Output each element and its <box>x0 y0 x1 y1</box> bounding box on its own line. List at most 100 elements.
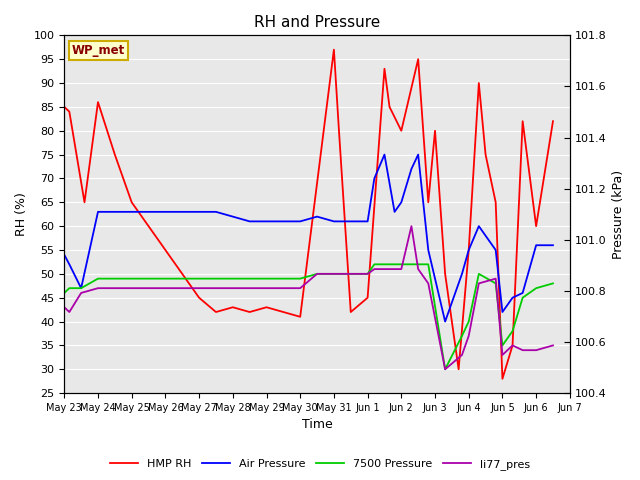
Air Pressure <box>212 209 220 215</box>
7500 Pressure <box>212 276 220 281</box>
li77_pres <box>381 266 388 272</box>
Air Pressure <box>465 247 472 253</box>
Line: 7500 Pressure: 7500 Pressure <box>64 264 553 369</box>
7500 Pressure <box>442 366 449 372</box>
Y-axis label: RH (%): RH (%) <box>15 192 28 236</box>
Air Pressure <box>381 152 388 157</box>
Air Pressure <box>229 214 237 219</box>
li77_pres <box>465 333 472 339</box>
Air Pressure <box>94 209 102 215</box>
HMP RH <box>519 119 527 124</box>
li77_pres <box>499 352 506 358</box>
Air Pressure <box>408 166 415 172</box>
li77_pres <box>60 304 68 310</box>
Air Pressure <box>246 218 253 224</box>
HMP RH <box>455 366 463 372</box>
Title: RH and Pressure: RH and Pressure <box>254 15 380 30</box>
Air Pressure <box>499 309 506 315</box>
7500 Pressure <box>499 343 506 348</box>
7500 Pressure <box>229 276 237 281</box>
Legend: HMP RH, Air Pressure, 7500 Pressure, li77_pres: HMP RH, Air Pressure, 7500 Pressure, li7… <box>106 455 534 474</box>
HMP RH <box>424 199 432 205</box>
HMP RH <box>532 223 540 229</box>
HMP RH <box>145 223 152 229</box>
Air Pressure <box>549 242 557 248</box>
HMP RH <box>262 304 270 310</box>
Air Pressure <box>442 319 449 324</box>
7500 Pressure <box>364 271 371 277</box>
Air Pressure <box>364 218 371 224</box>
7500 Pressure <box>313 271 321 277</box>
li77_pres <box>549 343 557 348</box>
li77_pres <box>65 309 73 315</box>
HMP RH <box>482 152 490 157</box>
HMP RH <box>212 309 220 315</box>
li77_pres <box>145 285 152 291</box>
7500 Pressure <box>128 276 136 281</box>
HMP RH <box>364 295 371 300</box>
li77_pres <box>77 290 85 296</box>
li77_pres <box>212 285 220 291</box>
li77_pres <box>347 271 355 277</box>
HMP RH <box>509 343 516 348</box>
7500 Pressure <box>519 295 527 300</box>
7500 Pressure <box>60 290 68 296</box>
Line: Air Pressure: Air Pressure <box>64 155 553 322</box>
Y-axis label: Pressure (kPa): Pressure (kPa) <box>612 169 625 259</box>
Air Pressure <box>330 218 338 224</box>
HMP RH <box>492 199 500 205</box>
li77_pres <box>391 266 399 272</box>
Air Pressure <box>414 152 422 157</box>
7500 Pressure <box>77 285 85 291</box>
HMP RH <box>60 104 68 110</box>
li77_pres <box>458 352 466 358</box>
Air Pressure <box>195 209 203 215</box>
Air Pressure <box>179 209 186 215</box>
li77_pres <box>179 285 186 291</box>
Line: HMP RH: HMP RH <box>64 49 553 379</box>
Air Pressure <box>65 262 73 267</box>
HMP RH <box>246 309 253 315</box>
7500 Pressure <box>391 262 399 267</box>
7500 Pressure <box>371 262 378 267</box>
Air Pressure <box>458 271 466 277</box>
HMP RH <box>128 199 136 205</box>
7500 Pressure <box>195 276 203 281</box>
li77_pres <box>414 266 422 272</box>
7500 Pressure <box>397 262 405 267</box>
HMP RH <box>94 99 102 105</box>
HMP RH <box>195 295 203 300</box>
HMP RH <box>386 104 394 110</box>
HMP RH <box>229 304 237 310</box>
7500 Pressure <box>509 328 516 334</box>
li77_pres <box>262 285 270 291</box>
7500 Pressure <box>408 262 415 267</box>
Air Pressure <box>145 209 152 215</box>
7500 Pressure <box>145 276 152 281</box>
7500 Pressure <box>465 319 472 324</box>
7500 Pressure <box>475 271 483 277</box>
HMP RH <box>161 247 169 253</box>
7500 Pressure <box>549 280 557 286</box>
Air Pressure <box>371 176 378 181</box>
li77_pres <box>195 285 203 291</box>
li77_pres <box>442 366 449 372</box>
Air Pressure <box>60 252 68 258</box>
Air Pressure <box>161 209 169 215</box>
7500 Pressure <box>347 271 355 277</box>
li77_pres <box>371 266 378 272</box>
7500 Pressure <box>532 285 540 291</box>
li77_pres <box>424 280 432 286</box>
Air Pressure <box>128 209 136 215</box>
Air Pressure <box>424 247 432 253</box>
Air Pressure <box>111 209 118 215</box>
li77_pres <box>492 276 500 281</box>
Air Pressure <box>519 290 527 296</box>
HMP RH <box>475 80 483 86</box>
7500 Pressure <box>424 262 432 267</box>
Air Pressure <box>532 242 540 248</box>
7500 Pressure <box>330 271 338 277</box>
Air Pressure <box>509 295 516 300</box>
HMP RH <box>414 56 422 62</box>
li77_pres <box>111 285 118 291</box>
